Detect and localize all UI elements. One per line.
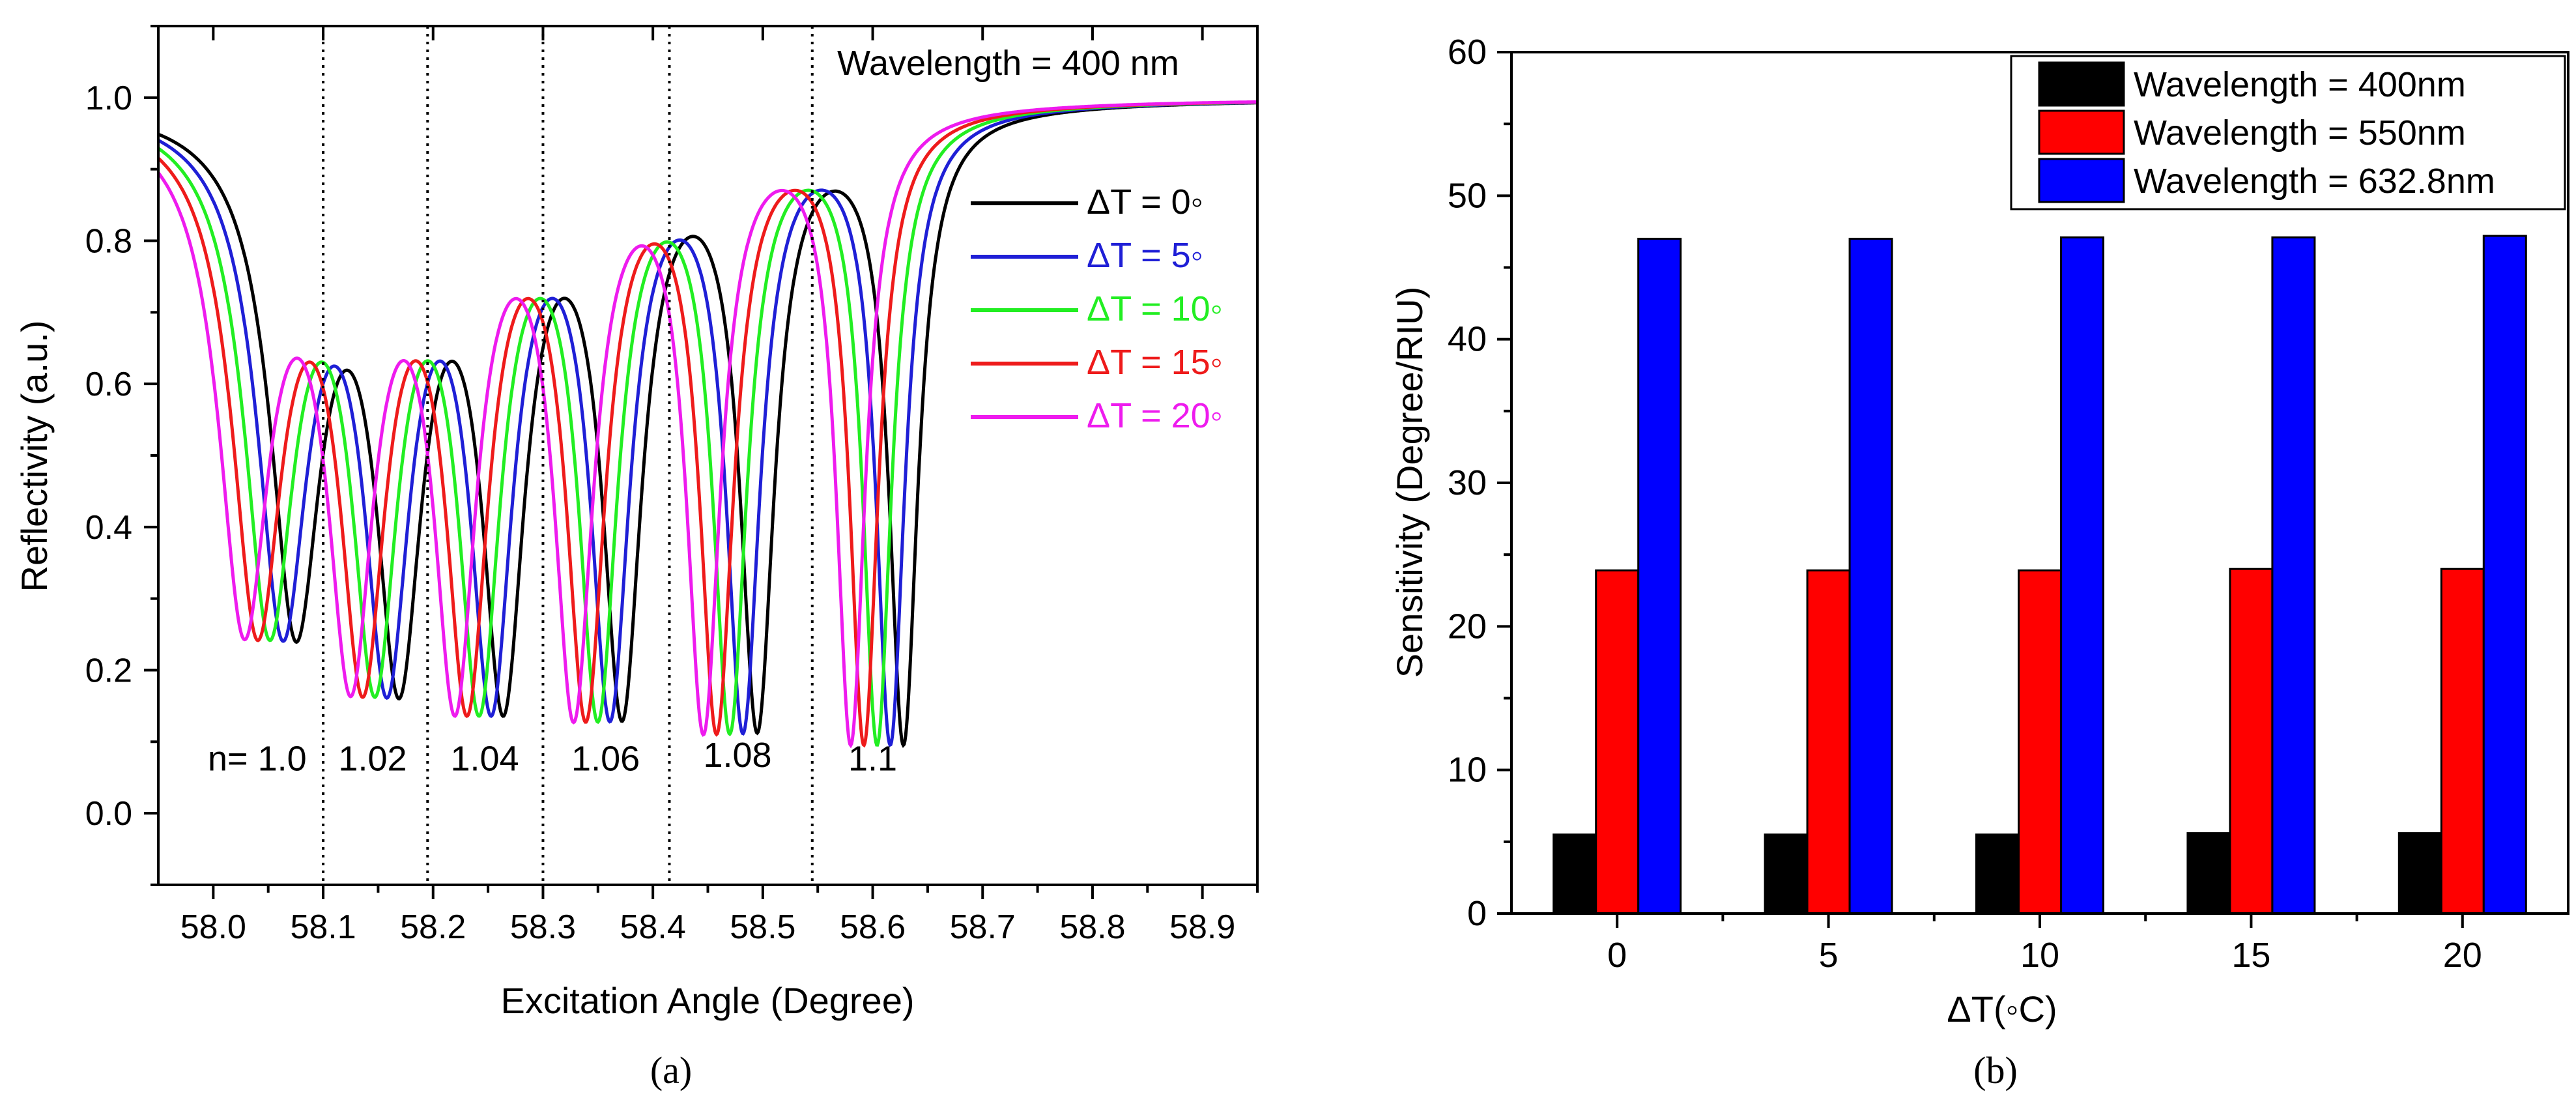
panel-a-caption: (a) — [650, 1049, 692, 1091]
legend-label: ΔT = 20◦ — [1087, 396, 1223, 435]
y-tick-label: 0.4 — [85, 509, 132, 547]
x-tick-label: 58.9 — [1169, 908, 1235, 946]
y-tick-label: 40 — [1448, 320, 1487, 359]
x-tick-label: 58.8 — [1059, 908, 1125, 946]
x-tick-label: 58.4 — [620, 908, 686, 946]
panel-b-caption: (b) — [1973, 1049, 2018, 1091]
refractive-index-label: 1.04 — [450, 739, 519, 778]
panel-a-axis-ticks: 58.0 58.1 58.2 58.3 58.4 58.5 58.6 58.7 58.8 58.9… — [85, 25, 1259, 946]
x-tick-label: 58.1 — [290, 908, 356, 946]
panel-b-legend: Wavelength = 400nm Wavelength = 550nm Wave… — [2010, 55, 2566, 210]
panel-b-bars — [1553, 235, 2527, 915]
legend-swatch — [2038, 158, 2125, 203]
x-tick-label: 0 — [1607, 936, 1627, 975]
x-tick-label: 10 — [2020, 936, 2059, 975]
bar-5-series-2 — [1806, 569, 1851, 915]
panel-b-x-axis-label: ΔT(◦C) — [1947, 988, 2057, 1030]
bar-15-series-1 — [2186, 832, 2231, 915]
bar-0-series-3 — [1637, 237, 1682, 915]
bar-5-series-1 — [1764, 833, 1809, 915]
y-tick-label: 0.6 — [85, 366, 132, 403]
y-tick-label: 0.8 — [85, 223, 132, 261]
bar-5-series-3 — [1848, 237, 1893, 915]
x-tick-label: 58.2 — [400, 908, 466, 946]
y-tick-label: 50 — [1448, 176, 1487, 215]
panel-a-x-axis-label: Excitation Angle (Degree) — [500, 980, 914, 1021]
x-tick-label: 5 — [1819, 936, 1839, 975]
bar-0-series-1 — [1553, 833, 1597, 915]
refractive-index-label: 1.06 — [571, 739, 640, 778]
y-tick-label: 10 — [1448, 751, 1487, 790]
legend-label: Wavelength = 632.8nm — [2134, 162, 2495, 201]
panel-b-bar-chart: 0 5 10 15 20 0 10 20 30 40 50 60 Wavelength = 400nm… — [1389, 33, 2569, 1091]
legend-label: Wavelength = 550nm — [2134, 113, 2466, 152]
x-tick-label: 58.5 — [730, 908, 795, 946]
bar-10-series-3 — [2060, 236, 2104, 915]
x-tick-label: 15 — [2231, 936, 2270, 975]
y-tick-label: 0.2 — [85, 652, 132, 690]
refractive-index-label: 1.1 — [848, 739, 897, 778]
panel-a-y-axis-label: Reflectivity (a.u.) — [14, 321, 55, 592]
bar-20-series-1 — [2397, 832, 2442, 915]
legend-label: ΔT = 5◦ — [1087, 236, 1203, 275]
panel-b-axis-ticks: 0 5 10 15 20 0 10 20 30 40 50 60 — [1448, 33, 2482, 975]
bar-20-series-2 — [2440, 568, 2485, 915]
x-tick-label: 58.0 — [180, 908, 246, 946]
x-tick-label: 58.7 — [950, 908, 1016, 946]
x-tick-label: 58.6 — [840, 908, 906, 946]
panel-a-legend: ΔT = 0◦ ΔT = 5◦ ΔT = 10◦ ΔT = 15◦ ΔT = 20◦ — [971, 182, 1223, 435]
bar-20-series-3 — [2482, 235, 2527, 915]
legend-label: Wavelength = 400nm — [2134, 65, 2466, 104]
series-line-dT-20 — [156, 100, 1257, 749]
refractive-index-label: 1.08 — [703, 736, 771, 775]
panel-a-region-labels: n= 1.0 1.02 1.04 1.06 1.08 1.1 — [208, 736, 897, 778]
bar-15-series-2 — [2229, 568, 2274, 915]
legend-label: ΔT = 10◦ — [1087, 289, 1223, 328]
panel-a-curves — [156, 100, 1258, 749]
panel-b-y-axis-label: Sensitivity (Degree/RIU) — [1389, 287, 1430, 678]
bar-10-series-2 — [2018, 569, 2062, 915]
y-tick-label: 0 — [1467, 894, 1487, 933]
refractive-index-label: 1.02 — [338, 739, 407, 778]
y-tick-label: 20 — [1448, 607, 1487, 646]
legend-swatch — [2038, 109, 2125, 155]
y-tick-label: 1.0 — [85, 79, 132, 117]
panel-a-wavelength-annotation: Wavelength = 400 nm — [837, 44, 1179, 83]
y-tick-label: 0.0 — [85, 795, 132, 833]
legend-swatch — [2038, 61, 2125, 107]
x-tick-label: 20 — [2443, 936, 2482, 975]
panel-a-separators — [322, 26, 814, 885]
bar-15-series-3 — [2271, 236, 2316, 915]
panel-a-line-chart: 58.0 58.1 58.2 58.3 58.4 58.5 58.6 58.7 58.8 58.9… — [14, 25, 1259, 1091]
refractive-index-label: n= 1.0 — [208, 739, 307, 778]
y-tick-label: 60 — [1448, 33, 1487, 72]
bar-0-series-2 — [1595, 569, 1640, 915]
y-tick-label: 30 — [1448, 463, 1487, 502]
bar-10-series-1 — [1975, 833, 2020, 915]
legend-label: ΔT = 15◦ — [1087, 343, 1223, 382]
x-tick-label: 58.3 — [510, 908, 576, 946]
legend-label: ΔT = 0◦ — [1087, 182, 1203, 222]
